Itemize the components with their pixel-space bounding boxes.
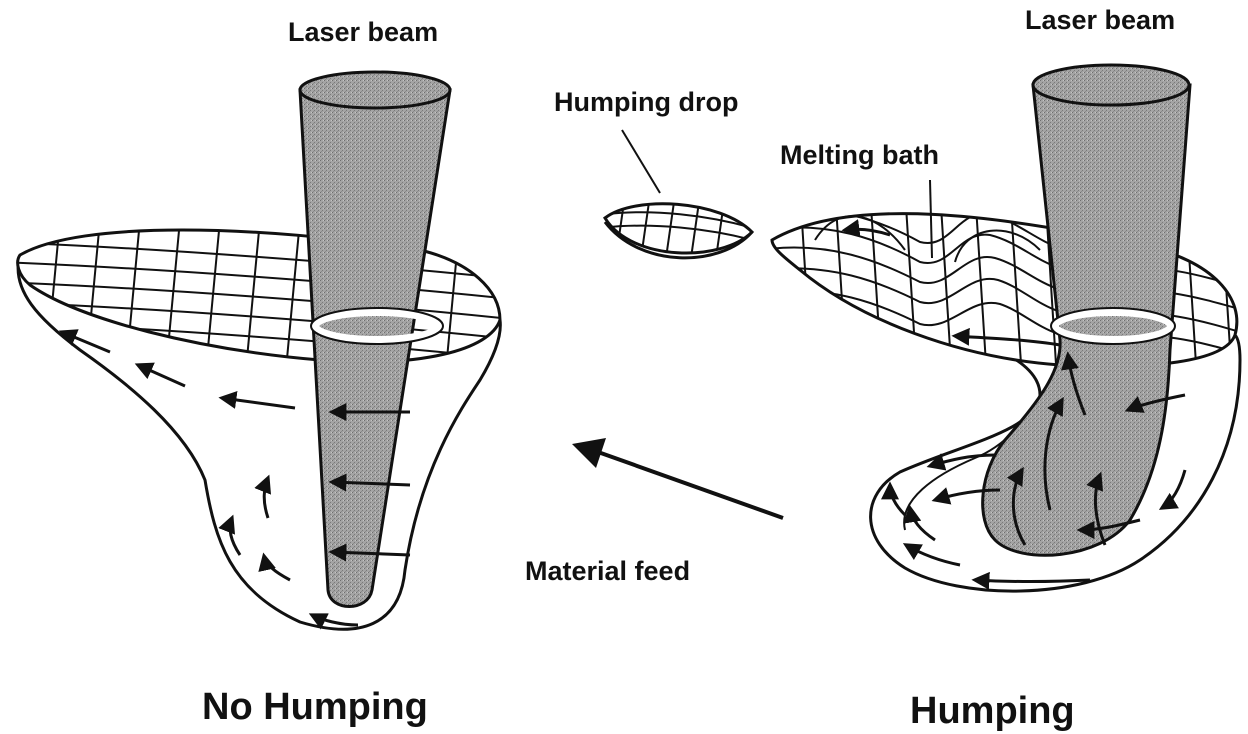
humping-drop-label: Humping drop (554, 87, 739, 117)
left-beam-ring (311, 308, 443, 344)
melting-bath-leader (929, 179, 933, 259)
humping-drop-leader (621, 129, 661, 194)
laser-beam-label-left: Laser beam (288, 17, 439, 47)
material-feed-label: Material feed (525, 556, 691, 586)
laser-beam-label-right: Laser beam (1025, 5, 1176, 35)
left-beam-top (298, 70, 452, 110)
material-feed-arrow (572, 438, 784, 520)
no-humping-figure (16, 70, 502, 631)
right-beam-ring (1051, 308, 1175, 344)
humping-drop (603, 129, 755, 260)
left-flow-arrows (58, 329, 411, 630)
melting-bath-label: Melting bath (780, 140, 939, 170)
humping-figure (770, 63, 1242, 593)
right-flow-arrows (841, 219, 1187, 590)
humping-caption: Humping (910, 690, 1075, 732)
right-laser-beam (981, 83, 1192, 557)
no-humping-caption: No Humping (202, 686, 428, 728)
right-beam-top (1031, 63, 1191, 107)
